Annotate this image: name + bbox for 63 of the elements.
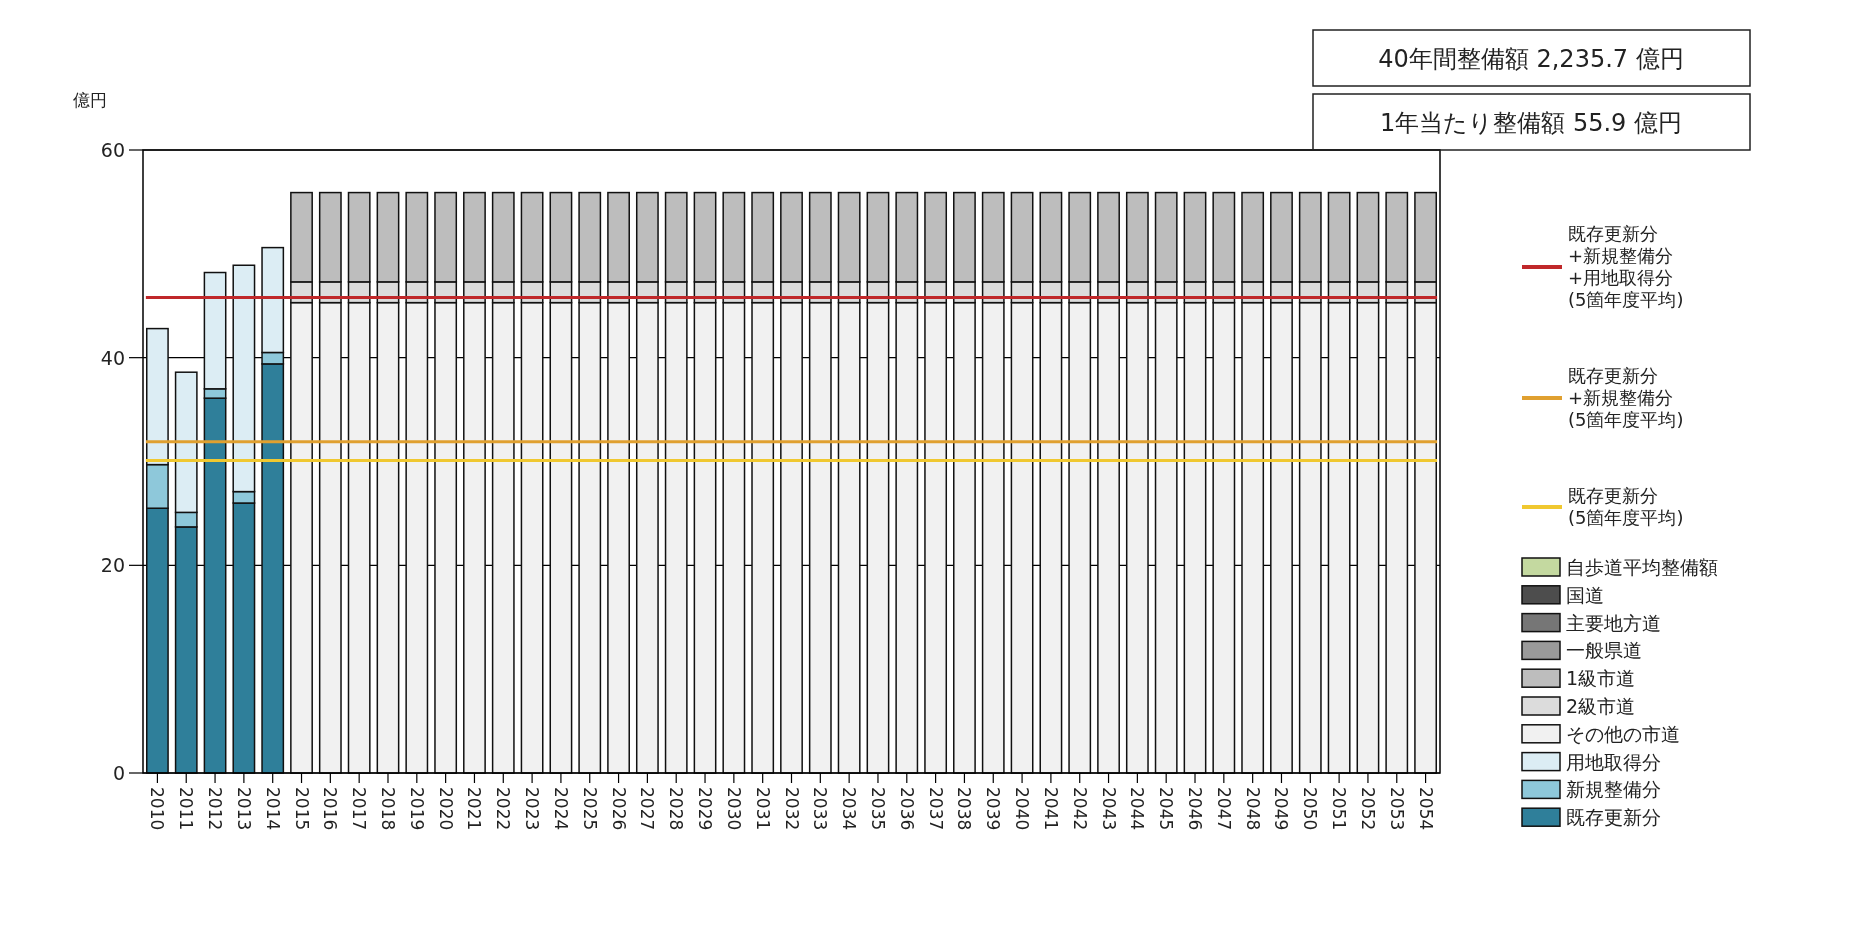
x-tick-label: 2053 — [1386, 787, 1407, 831]
legend-label: 主要地方道 — [1566, 611, 1661, 634]
x-tick-label: 2040 — [1012, 787, 1033, 831]
x-tick-label: 2049 — [1271, 787, 1292, 831]
x-tick-label: 2023 — [522, 787, 543, 831]
x-tick-label: 2052 — [1357, 787, 1378, 831]
x-tick-label: 2047 — [1213, 787, 1234, 831]
x-tick-label: 2033 — [810, 787, 831, 831]
x-tick-label: 2045 — [1156, 787, 1177, 831]
x-tick-label: 2048 — [1242, 787, 1263, 831]
x-tick-label: 2027 — [637, 787, 658, 831]
x-tick-label: 2044 — [1127, 787, 1148, 831]
x-tick-label: 2034 — [839, 787, 860, 831]
x-tick-label: 2014 — [262, 787, 283, 831]
x-tick-label: 2024 — [550, 787, 571, 831]
legend-label: 既存更新分 — [1566, 806, 1661, 829]
x-tick-label: 2041 — [1040, 787, 1061, 831]
legend-label: その他の市道 — [1566, 722, 1680, 745]
x-tick-label: 2012 — [205, 787, 226, 831]
x-tick-label: 2011 — [176, 787, 197, 831]
legend-label: 新規整備分 — [1566, 778, 1661, 801]
x-tick-label: 2020 — [435, 787, 456, 831]
y-tick-label: 60 — [100, 139, 125, 161]
x-tick-label: 2018 — [377, 787, 398, 831]
x-tick-label: 2025 — [579, 787, 600, 831]
y-tick-label: 0 — [112, 762, 125, 784]
x-tick-label: 2051 — [1329, 787, 1350, 831]
y-axis-title: 億円 — [73, 90, 107, 110]
x-tick-label: 2035 — [867, 787, 888, 831]
legend-label: 用地取得分 — [1566, 750, 1661, 773]
x-tick-label: 2038 — [954, 787, 975, 831]
x-tick-label: 2054 — [1415, 787, 1436, 831]
legend-label: 自歩道平均整備額 — [1566, 556, 1718, 578]
x-tick-label: 2042 — [1069, 787, 1090, 831]
x-tick-label: 2013 — [233, 787, 254, 831]
legend-label: 1級市道 — [1566, 667, 1636, 690]
x-tick-label: 2032 — [781, 787, 802, 831]
x-tick-label: 2046 — [1185, 787, 1206, 831]
x-tick-label: 2031 — [752, 787, 773, 831]
x-tick-label: 2019 — [406, 787, 427, 831]
y-tick-label: 40 — [100, 346, 125, 369]
x-tick-label: 2017 — [349, 787, 370, 831]
legend-label: 一般県道 — [1566, 639, 1642, 662]
x-tick-label: 2021 — [464, 787, 485, 831]
x-tick-label: 2016 — [320, 787, 341, 831]
x-tick-label: 2028 — [666, 787, 687, 831]
x-tick-label: 2029 — [695, 787, 716, 831]
legend-label: 2級市道 — [1566, 695, 1636, 717]
legend-label: 既存更新分 +新規整備分 +用地取得分 (5箇年度平均) — [1568, 223, 1684, 310]
x-tick-label: 2026 — [608, 787, 629, 831]
x-tick-label: 2015 — [291, 787, 312, 831]
x-tick-label: 2050 — [1300, 787, 1321, 831]
x-tick-label: 2037 — [925, 787, 946, 831]
legend-label: 国道 — [1566, 583, 1604, 606]
legend-label: 既存更新分 +新規整備分 (5箇年度平均) — [1568, 365, 1684, 430]
x-tick-label: 2010 — [147, 787, 168, 831]
x-tick-label: 2030 — [723, 787, 744, 831]
x-tick-label: 2039 — [983, 787, 1004, 831]
x-tick-label: 2036 — [896, 787, 917, 831]
x-tick-label: 2043 — [1098, 787, 1119, 831]
x-tick-label: 2022 — [493, 787, 514, 831]
y-tick-label: 20 — [100, 554, 125, 577]
legend-label: 既存更新分 (5箇年度平均) — [1568, 485, 1684, 528]
